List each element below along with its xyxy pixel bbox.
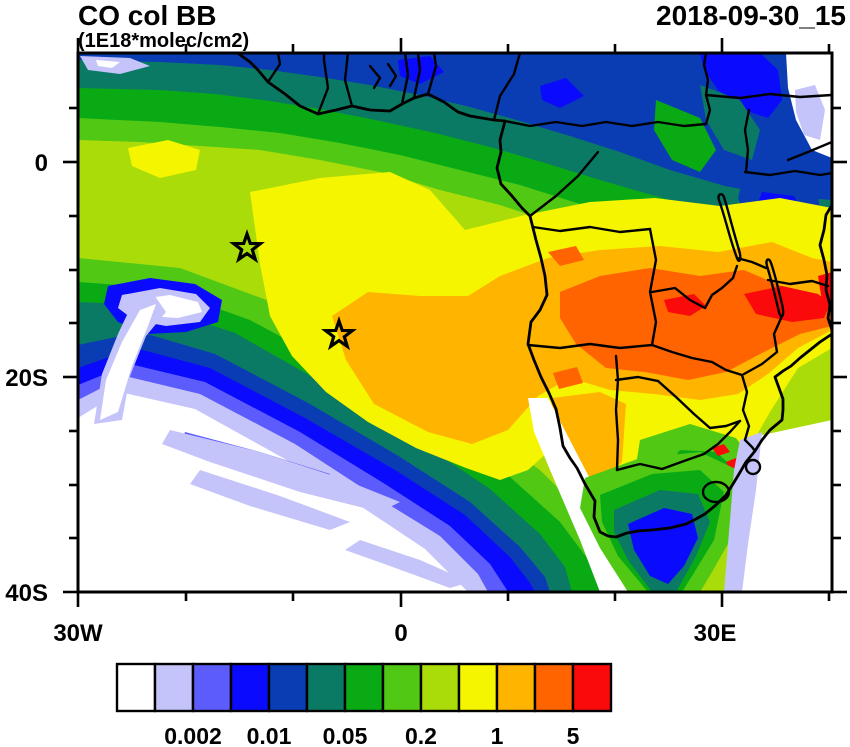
contour-top-blue-patch-2 bbox=[540, 78, 584, 108]
x-tick-label-30e: 30E bbox=[694, 620, 737, 647]
x-axis-major-ticks bbox=[76, 38, 724, 607]
colorbar-box-2 bbox=[191, 662, 233, 713]
chart-title: CO col BB bbox=[78, 0, 216, 31]
y-tick-label-20s: 20S bbox=[5, 365, 48, 392]
chart-units: (1E18*molec/cm2) bbox=[78, 30, 249, 52]
colorbar-label-001: 0.01 bbox=[247, 723, 292, 747]
colorbar-box-5 bbox=[305, 662, 347, 713]
y-axis-minor-ticks bbox=[69, 106, 841, 540]
contour-darkorange-speck-1 bbox=[548, 246, 584, 266]
colorbar-box-7 bbox=[381, 662, 423, 713]
colorbar-box-1 bbox=[153, 662, 195, 713]
contour-darkorange-speck-2 bbox=[553, 367, 583, 389]
africa-coastline bbox=[237, 53, 832, 539]
colorbar-box-0 bbox=[115, 662, 157, 713]
chart-timestamp: 2018-09-30_15 bbox=[656, 0, 846, 31]
colorbar-box-6 bbox=[343, 662, 385, 713]
colorbar-box-4 bbox=[267, 662, 309, 713]
colorbar: 0.002 0.01 0.05 0.2 1 5 bbox=[115, 662, 613, 747]
colorbar-box-3 bbox=[229, 662, 271, 713]
y-axis-major-ticks bbox=[63, 160, 847, 594]
colorbar-box-8 bbox=[419, 662, 461, 713]
contour-north-darkblue bbox=[78, 53, 832, 200]
colorbar-label-02: 0.2 bbox=[405, 723, 437, 747]
contour-se-plume-blue bbox=[628, 508, 698, 584]
country-borders bbox=[266, 53, 832, 504]
colorbar-box-12 bbox=[571, 662, 613, 713]
x-tick-label-0: 0 bbox=[394, 620, 407, 647]
colorbar-label-0002: 0.002 bbox=[164, 723, 222, 747]
contour-se-corner-lavender bbox=[724, 432, 762, 592]
lesotho-border bbox=[701, 480, 731, 504]
colorbar-label-5: 5 bbox=[567, 723, 580, 747]
contour-sa-red-streak-1 bbox=[712, 444, 730, 456]
x-tick-label-30w: 30W bbox=[53, 620, 103, 647]
contour-white-area-lavender-1 bbox=[162, 430, 400, 512]
east-coastline bbox=[818, 203, 832, 332]
contour-ne-lavender-patch bbox=[795, 85, 825, 140]
contour-red-core-1 bbox=[744, 286, 830, 322]
contour-red-core-2 bbox=[664, 294, 706, 316]
contour-white-area-lavender-3 bbox=[345, 540, 470, 588]
colorbar-label-1: 1 bbox=[491, 723, 504, 747]
eswatini-border bbox=[744, 458, 762, 476]
x-axis-minor-ticks bbox=[184, 44, 831, 601]
colorbar-box-9 bbox=[457, 662, 499, 713]
contour-field bbox=[78, 53, 832, 592]
contour-nw-connector-white bbox=[100, 304, 156, 420]
axes: 0 20S 40S 30W 0 30E bbox=[5, 38, 847, 647]
colorbar-box-10 bbox=[495, 662, 537, 713]
contour-white-area-lavender-2 bbox=[190, 470, 350, 530]
colorbar-box-11 bbox=[533, 662, 575, 713]
contour-ne-blue-blob bbox=[700, 53, 782, 118]
contour-yellow-patch-nw bbox=[128, 140, 200, 178]
contour-ne-teal-patch bbox=[700, 85, 760, 160]
contour-topleft-white bbox=[96, 60, 120, 68]
colorbar-label-005: 0.05 bbox=[323, 723, 368, 747]
y-tick-label-0: 0 bbox=[35, 150, 48, 177]
y-tick-label-40s: 40S bbox=[5, 580, 48, 607]
contour-ne-green-patch bbox=[654, 100, 716, 172]
